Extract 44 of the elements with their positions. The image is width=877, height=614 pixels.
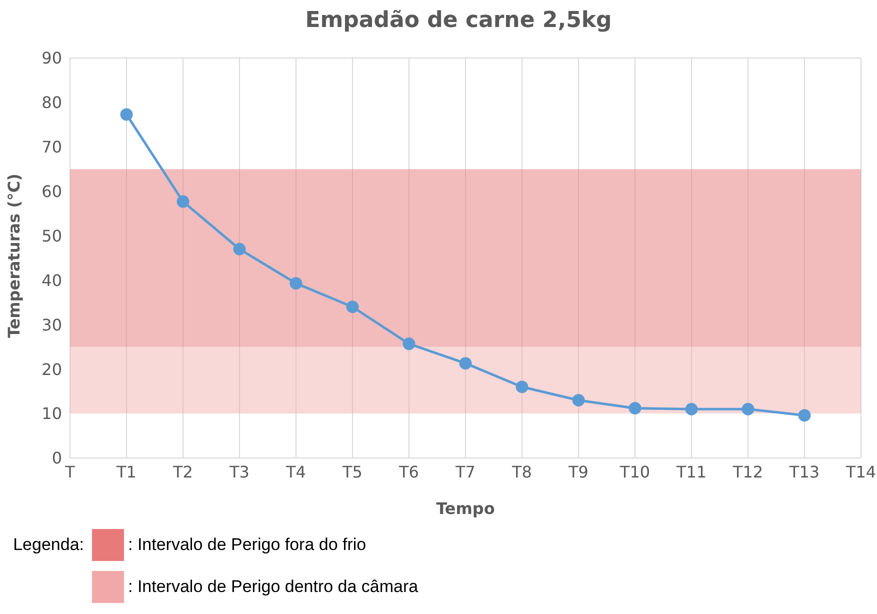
chart-title: Empadão de carne 2,5kg (304, 7, 613, 35)
x-tick-label: T8 (511, 462, 532, 482)
point (233, 242, 246, 256)
y-tick-label: 50 (42, 226, 62, 246)
point (290, 277, 302, 290)
legend-label: : Intervalo de Perigo dentro da câmara (128, 577, 418, 597)
point (459, 357, 472, 370)
x-tick-label: T5 (342, 462, 362, 482)
x-tick-label: T10 (618, 462, 650, 482)
y-tick-label: 30 (42, 315, 62, 334)
x-tick-label: T1 (116, 462, 136, 482)
point (516, 380, 528, 394)
point (628, 402, 642, 414)
point (685, 402, 698, 416)
y-tick-label: 10 (42, 404, 62, 424)
x-tick-label: T6 (398, 462, 419, 482)
x-tick-label: T13 (788, 462, 820, 482)
y-axis-title: Temperaturas (°C) (4, 174, 24, 338)
y-tick-label: 60 (42, 182, 62, 202)
x-tick-label: T3 (228, 462, 250, 482)
x-tick-label: T9 (568, 462, 588, 482)
y-tick-label: 20 (42, 360, 62, 379)
x-tick-label: T7 (454, 462, 476, 482)
x-tick-label: T12 (732, 462, 764, 482)
x-tick-label: T4 (285, 462, 306, 482)
point (346, 300, 359, 314)
y-tick-label: 40 (42, 270, 62, 290)
legend-label: : Intervalo de Perigo fora do frio (128, 535, 366, 555)
point (572, 394, 585, 406)
y-tick-label: 0 (52, 448, 62, 468)
point (798, 409, 811, 422)
point (176, 195, 190, 208)
x-tick-label: T11 (675, 462, 707, 482)
point (742, 402, 754, 416)
point (402, 338, 416, 350)
y-tick-label: 80 (42, 93, 62, 112)
x-tick-label: T (64, 462, 76, 482)
legend-title: Legenda: (12, 535, 85, 555)
x-tick-label: T2 (172, 462, 193, 482)
point (120, 108, 133, 121)
y-tick-label: 90 (42, 48, 62, 68)
y-tick-label: 70 (42, 138, 62, 157)
x-tick-label: T14 (844, 462, 876, 482)
x-axis-title: Tempo (436, 499, 495, 518)
